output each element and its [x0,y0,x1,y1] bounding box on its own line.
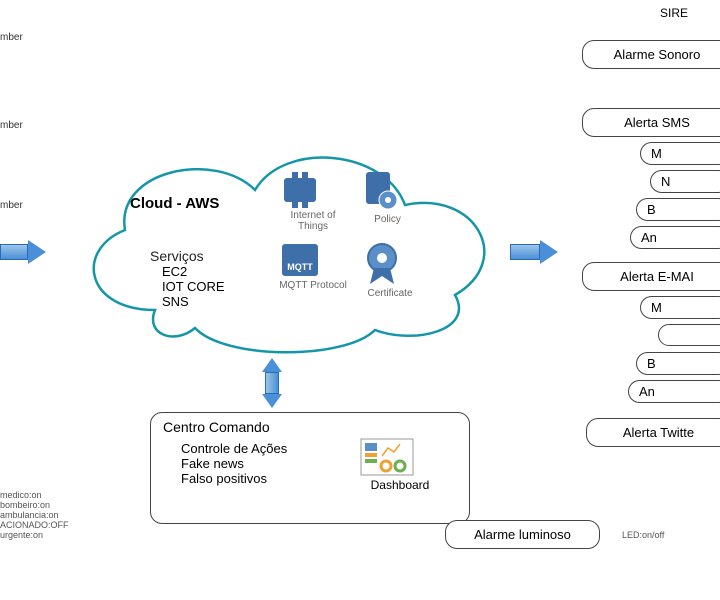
svg-text:MQTT: MQTT [287,262,313,272]
alert-twitter: Alerta Twitte [586,418,720,447]
cloud-shape [45,110,505,360]
arrow-bidir [262,358,282,408]
alert-luminoso: Alarme luminoso [445,520,600,549]
left-label-1: mber [0,32,23,43]
left-label-2: mber [0,120,23,131]
cert-icon: Certificate [360,240,420,299]
email-sub-1: M [640,296,720,319]
alert-email: Alerta E-MAI [582,262,720,291]
cloud-services: Serviços EC2 IOT CORE SNS [150,248,225,309]
policy-icon: Policy [360,170,415,225]
alert-sms: Alerta SMS [582,108,720,137]
led-note: LED:on/off [622,530,664,540]
arrow-right-out [510,240,558,264]
email-sub-2 [658,324,720,346]
status-block: medico:on bombeiro:on ambulancia:on ACIO… [0,490,69,540]
alert-sonoro: Alarme Sonoro [582,40,720,69]
left-label-3: mber [0,200,23,211]
sms-sub-3: B [636,198,720,221]
sms-sub-1: M [640,142,720,165]
email-sub-4: An [628,380,720,403]
sms-sub-2: N [650,170,720,193]
cloud-title: Cloud - AWS [130,195,219,213]
right-header: SIRE [660,6,688,20]
arrow-left-in [0,240,46,264]
dashboard-icon: Dashboard [360,438,440,492]
command-title: Centro Comando [163,419,457,435]
iot-icon: Internet of Things [278,170,348,232]
sms-sub-4: An [630,226,720,249]
mqtt-icon: MQTT MQTT Protocol [278,240,348,291]
email-sub-3: B [636,352,720,375]
